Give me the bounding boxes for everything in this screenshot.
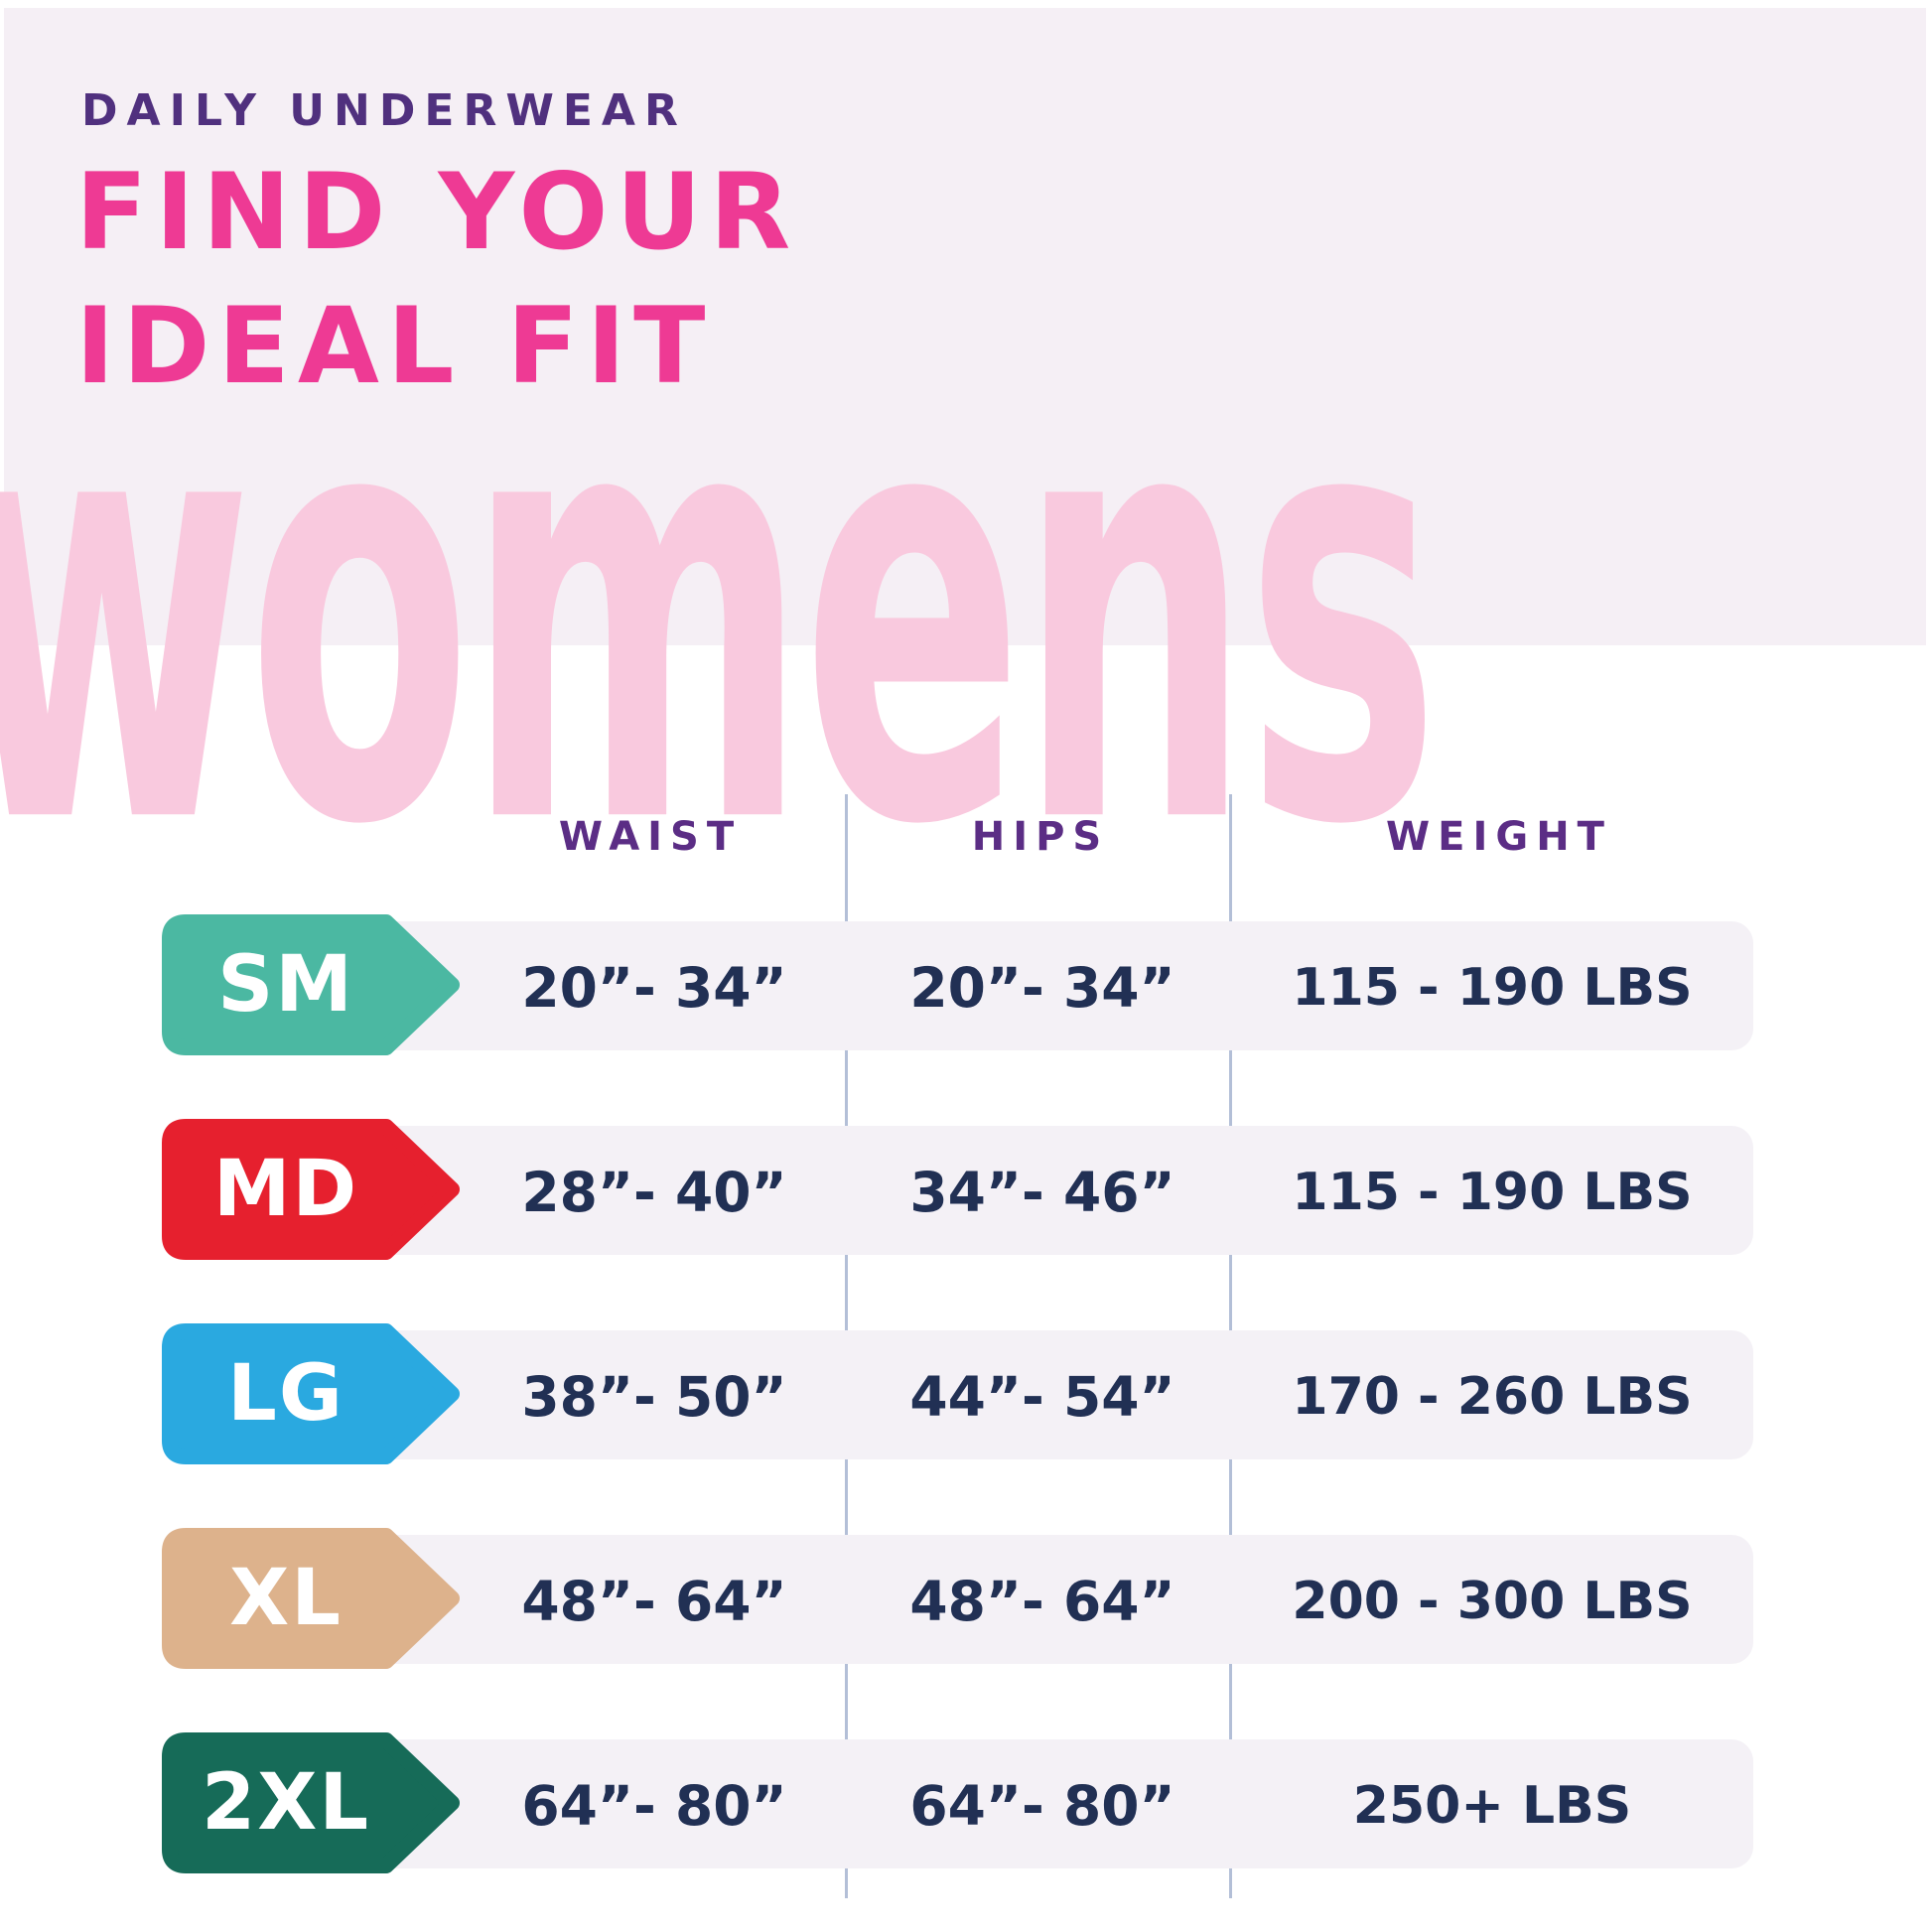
weight-value: 115 - 190 LBS: [1292, 958, 1693, 1018]
waist-value: 28”- 40”: [521, 1161, 787, 1224]
table-row-2xl: 2XL 64”- 80” 64”- 80” 250+ LBS: [0, 1731, 1932, 1880]
size-badge-label: MD: [212, 1145, 359, 1234]
hips-value: 64”- 80”: [909, 1774, 1175, 1838]
watermark-womens: womens: [0, 267, 1441, 954]
size-badge-md: MD: [156, 1115, 464, 1264]
hips-value: 20”- 34”: [909, 956, 1175, 1020]
header-background: [4, 8, 1926, 645]
brand-label: DAILY UNDERWEAR: [81, 85, 687, 136]
page-title: FIND YOUR IDEAL FIT: [75, 145, 798, 413]
waist-value: 38”- 50”: [521, 1365, 787, 1429]
column-header-hips: HIPS: [971, 814, 1110, 860]
waist-value: 48”- 64”: [521, 1570, 787, 1633]
waist-value: 64”- 80”: [521, 1774, 787, 1838]
weight-value: 115 - 190 LBS: [1292, 1163, 1693, 1222]
table-row-sm: SM 20”- 34” 20”- 34” 115 - 190 LBS: [0, 913, 1932, 1062]
table-row-xl: XL 48”- 64” 48”- 64” 200 - 300 LBS: [0, 1527, 1932, 1676]
arrow-tag-icon: [162, 1528, 460, 1669]
hips-value: 34”- 46”: [909, 1161, 1175, 1224]
size-badge-label: SM: [217, 940, 354, 1030]
hips-value: 44”- 54”: [909, 1365, 1175, 1429]
weight-value: 200 - 300 LBS: [1292, 1572, 1693, 1631]
size-badge-label: 2XL: [201, 1758, 371, 1848]
page-title-line2: IDEAL FIT: [75, 285, 714, 407]
arrow-tag-icon: [162, 914, 460, 1055]
table-row-lg: LG 38”- 50” 44”- 54” 170 - 260 LBS: [0, 1322, 1932, 1471]
size-badge-label: XL: [229, 1554, 343, 1643]
size-badge-sm: SM: [156, 910, 464, 1059]
page-title-line1: FIND YOUR: [75, 151, 799, 273]
arrow-tag-icon: [162, 1323, 460, 1464]
waist-value: 20”- 34”: [521, 956, 787, 1020]
table-row-md: MD 28”- 40” 34”- 46” 115 - 190 LBS: [0, 1118, 1932, 1267]
size-badge-xl: XL: [156, 1524, 464, 1673]
size-badge-label: LG: [227, 1349, 345, 1439]
weight-value: 170 - 260 LBS: [1292, 1367, 1693, 1427]
weight-value: 250+ LBS: [1352, 1776, 1632, 1836]
arrow-tag-icon: [162, 1119, 460, 1260]
column-header-waist: WAIST: [558, 814, 743, 860]
arrow-tag-icon: [162, 1732, 460, 1873]
size-badge-2xl: 2XL: [156, 1728, 464, 1877]
column-header-weight: WEIGHT: [1386, 814, 1612, 860]
hips-value: 48”- 64”: [909, 1570, 1175, 1633]
size-badge-lg: LG: [156, 1319, 464, 1468]
